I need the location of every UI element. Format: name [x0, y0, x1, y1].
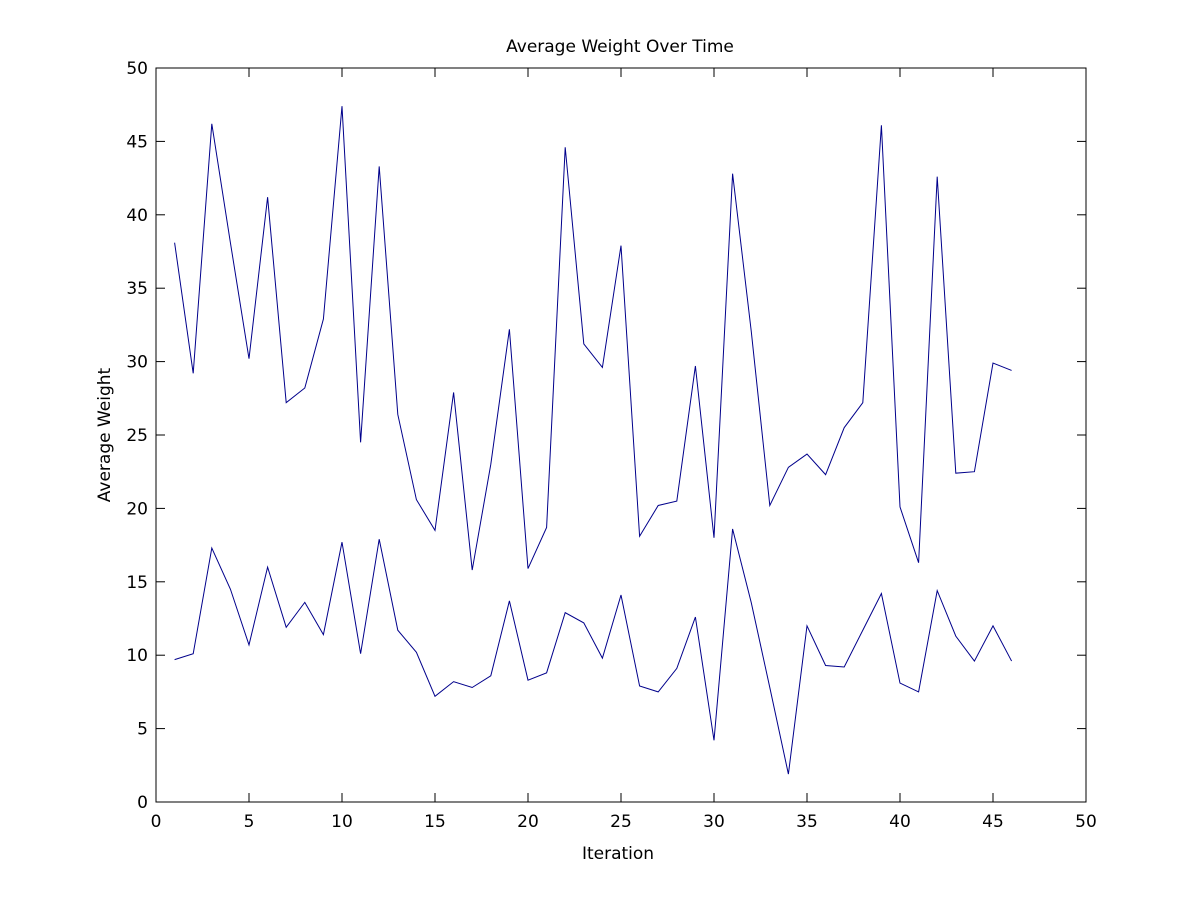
- y-tick-label: 45: [126, 132, 148, 152]
- x-tick-label: 50: [1075, 812, 1097, 832]
- x-axis-label: Iteration: [582, 844, 654, 864]
- y-tick-label: 15: [126, 573, 148, 593]
- x-tick-label: 40: [889, 812, 911, 832]
- y-tick-label: 25: [126, 426, 148, 446]
- y-tick-label: 35: [126, 279, 148, 299]
- y-axis-label: Average Weight: [95, 367, 115, 502]
- series-line-2: [174, 528, 1013, 775]
- y-tick-label: 30: [126, 353, 148, 373]
- x-tick-label: 0: [151, 812, 162, 832]
- x-tick-label: 5: [244, 812, 255, 832]
- x-tick-label: 10: [331, 812, 353, 832]
- x-tick-label: 30: [703, 812, 725, 832]
- x-tick-label: 45: [982, 812, 1004, 832]
- chart-title: Average Weight Over Time: [506, 37, 734, 57]
- plot-area: 0 5 10 15 20 25 30 35 40 45 50 0 5 10 15 20 25 30 35 40 45 50: [126, 59, 1096, 832]
- y-tick-label: 50: [126, 59, 148, 79]
- x-tick-label: 15: [424, 812, 446, 832]
- y-tick-label: 20: [126, 499, 148, 519]
- y-tick-label: 10: [126, 646, 148, 666]
- x-tick-label: 25: [610, 812, 632, 832]
- y-tick-label: 40: [126, 206, 148, 226]
- x-tick-label: 20: [517, 812, 539, 832]
- series-line-1: [174, 106, 1012, 571]
- y-tick-label: 5: [137, 720, 148, 740]
- y-tick-label: 0: [137, 793, 148, 813]
- x-tick-label: 35: [796, 812, 818, 832]
